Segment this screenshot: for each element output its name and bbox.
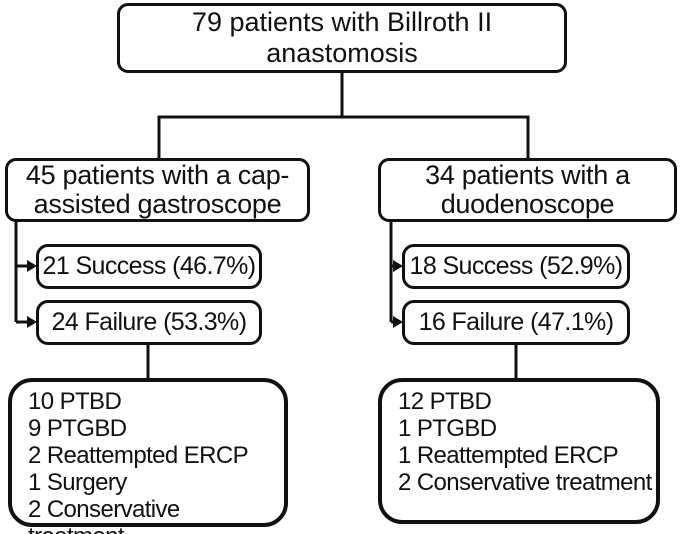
right-failure-box: 16 Failure (47.1%): [402, 300, 630, 345]
duodenoscope-label: 34 patients with a duodenoscope: [425, 160, 630, 219]
root-patients-box: 79 patients with Billroth II anastomosis: [117, 3, 567, 73]
right-failure-label: 16 Failure (47.1%): [418, 308, 614, 336]
connector-left-bracket: [14, 221, 28, 324]
right-success-label: 18 Success (52.9%): [409, 252, 624, 280]
left-failure-label: 24 Failure (53.3%): [51, 308, 247, 336]
connector-right-bracket: [389, 221, 394, 324]
duodenoscope-box: 34 patients with a duodenoscope: [378, 158, 677, 222]
right-outcomes-list: 12 PTBD 1 PTGBD 1 Reattempted ERCP 2 Con…: [398, 388, 652, 496]
connector-root-split: [157, 72, 530, 158]
left-failure-box: 24 Failure (53.3%): [36, 300, 262, 345]
left-outcomes-list: 10 PTBD 9 PTGBD 2 Reattempted ERCP 1 Sur…: [28, 388, 249, 534]
right-success-box: 18 Success (52.9%): [402, 244, 630, 289]
root-patients-label: 79 patients with Billroth II anastomosis: [191, 7, 493, 68]
right-outcomes-box: 12 PTBD 1 PTGBD 1 Reattempted ERCP 2 Con…: [378, 378, 660, 524]
left-success-label: 21 Success (46.7%): [42, 252, 257, 280]
cap-assisted-gastroscope-label: 45 patients with a cap- assisted gastros…: [25, 160, 290, 219]
left-outcomes-box: 10 PTBD 9 PTGBD 2 Reattempted ERCP 1 Sur…: [8, 378, 288, 534]
left-success-box: 21 Success (46.7%): [36, 244, 262, 289]
cap-assisted-gastroscope-box: 45 patients with a cap- assisted gastros…: [5, 158, 310, 222]
